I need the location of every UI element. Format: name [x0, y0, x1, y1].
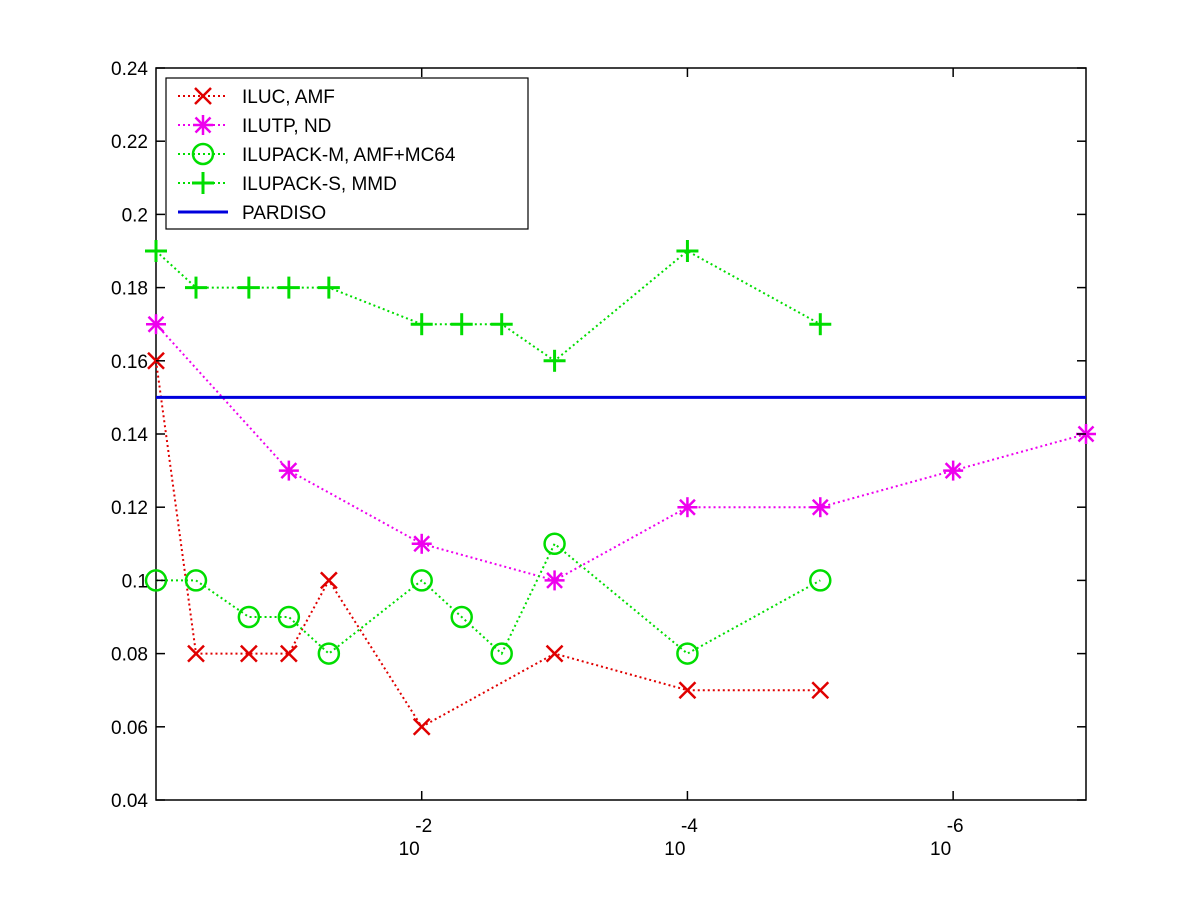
y-tick-label: 0.2: [122, 205, 148, 226]
data-point: [144, 569, 168, 592]
data-point: [450, 605, 473, 629]
y-tick-label: 0.08: [111, 645, 148, 666]
x-tick-label-exponent: -4: [681, 816, 698, 837]
series-3: [145, 240, 832, 372]
data-point: [319, 571, 338, 590]
data-point: [543, 349, 566, 372]
data-point: [410, 569, 433, 592]
legend-marker: [193, 115, 213, 135]
legend-label: ILUPACK-M, AMF+MC64: [242, 145, 456, 166]
y-tick-label: 0.1: [122, 571, 148, 592]
legend-entry: ILUC, AMF: [178, 87, 335, 108]
y-tick-label: 0.12: [111, 498, 148, 519]
legend-marker: [191, 142, 215, 166]
legend-marker: [192, 172, 214, 194]
legend-entry: ILUTP, ND: [178, 115, 331, 137]
y-tick-label: 0.04: [111, 791, 148, 812]
legend-label: ILUC, AMF: [242, 87, 335, 108]
series-layer: [144, 240, 1096, 736]
legend-box: [165, 77, 529, 230]
data-point: [279, 644, 298, 663]
y-tick-label: 0.18: [111, 279, 148, 300]
data-point: [809, 313, 832, 336]
legend-entry: PARDISO: [178, 203, 326, 224]
data-point: [277, 276, 300, 299]
series-1: [146, 314, 1096, 591]
data-point: [239, 644, 258, 663]
x-tick-label-exponent: -2: [415, 816, 432, 837]
data-point: [545, 644, 564, 663]
x-tick-label-base: 10: [930, 839, 951, 860]
data-point: [237, 605, 261, 629]
legend-label: ILUPACK-S, MMD: [242, 174, 397, 195]
legend-entry: ILUPACK-M, AMF+MC64: [178, 142, 456, 166]
legend: ILUC, AMF ILUTP, ND ILUPACK-M, AMF+MC64 ILU…: [165, 77, 529, 230]
x-tick-label-base: 10: [399, 839, 420, 860]
x-tick-label-base: 10: [664, 839, 685, 860]
data-point: [184, 276, 207, 299]
legend-marker: [194, 87, 212, 105]
legend-label: ILUTP, ND: [242, 116, 331, 137]
data-point: [811, 681, 830, 700]
data-point: [943, 460, 964, 481]
data-point: [187, 644, 205, 663]
data-point: [184, 569, 208, 592]
legend-entry: ILUPACK-S, MMD: [178, 172, 397, 195]
x-tick-label-exponent: -6: [947, 816, 964, 837]
y-tick-label: 0.16: [111, 352, 148, 373]
data-point: [677, 497, 698, 518]
data-point: [676, 642, 699, 665]
data-point: [278, 460, 299, 481]
data-point: [490, 313, 513, 336]
data-point: [277, 605, 301, 629]
data-point: [809, 569, 832, 592]
data-point: [544, 570, 565, 591]
data-point: [543, 532, 566, 556]
y-tick-label: 0.14: [111, 425, 148, 446]
axes-layer: 0.04 0.06 0.08 0.1 0.12 0.14 0.16 0.18 0.2 0.22 0.…: [111, 59, 1086, 860]
data-point: [410, 313, 433, 336]
series-2: [144, 532, 832, 665]
data-point: [146, 314, 166, 335]
data-point: [412, 717, 431, 736]
y-tick-label: 0.24: [111, 59, 148, 80]
y-tick-label: 0.06: [111, 718, 148, 739]
data-point: [317, 276, 340, 299]
data-point: [676, 240, 699, 262]
data-point: [237, 276, 260, 299]
data-point: [490, 642, 513, 665]
series-line: [156, 542, 821, 656]
data-point: [810, 497, 831, 518]
data-point: [411, 533, 432, 554]
legend-label: PARDISO: [242, 203, 326, 224]
data-point: [317, 642, 341, 665]
data-point: [450, 313, 473, 336]
data-point: [145, 240, 167, 262]
series-line: [155, 323, 1087, 582]
data-point: [678, 681, 697, 700]
y-tick-label: 0.22: [111, 132, 148, 153]
